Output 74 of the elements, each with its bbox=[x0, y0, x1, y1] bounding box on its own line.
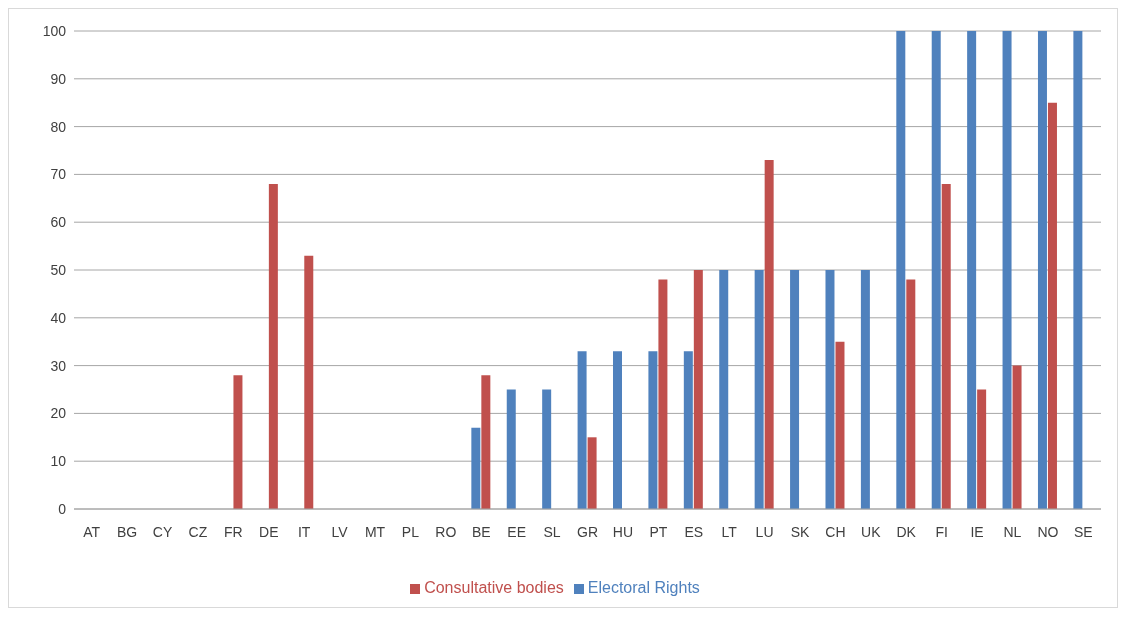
legend-label: Electoral Rights bbox=[587, 579, 700, 596]
x-tick-label: BE bbox=[471, 523, 491, 540]
x-tick-label: PT bbox=[649, 523, 668, 540]
bar bbox=[790, 270, 800, 509]
x-tick-label: UK bbox=[861, 523, 882, 540]
bar bbox=[967, 31, 977, 509]
x-tick-label: CY bbox=[152, 523, 173, 540]
y-tick-label: 60 bbox=[50, 214, 67, 231]
x-tick-label: NL bbox=[1003, 523, 1022, 540]
x-tick-label: NO bbox=[1037, 523, 1059, 540]
bar bbox=[1002, 31, 1012, 509]
x-tick-label: SK bbox=[790, 523, 810, 540]
x-tick-label: LU bbox=[755, 523, 774, 540]
x-tick-label: DE bbox=[259, 523, 279, 540]
x-tick-label: SE bbox=[1073, 523, 1093, 540]
x-tick-label: FI bbox=[935, 523, 948, 540]
bar bbox=[1037, 31, 1047, 509]
bar bbox=[304, 255, 314, 509]
y-tick-label: 80 bbox=[50, 118, 67, 135]
x-tick-label: AT bbox=[83, 523, 101, 540]
bar bbox=[587, 437, 597, 509]
bar bbox=[1073, 31, 1083, 509]
bar bbox=[977, 389, 987, 509]
y-tick-label: 50 bbox=[50, 261, 67, 278]
y-tick-label: 0 bbox=[58, 500, 67, 517]
bar bbox=[648, 351, 658, 509]
x-tick-label: IE bbox=[970, 523, 984, 540]
bar bbox=[896, 31, 906, 509]
y-tick-label: 70 bbox=[50, 166, 67, 183]
x-tick-label: PL bbox=[401, 523, 420, 540]
x-tick-label: SL bbox=[543, 523, 561, 540]
bar bbox=[719, 270, 729, 509]
bar bbox=[860, 270, 870, 509]
x-tick-label: CZ bbox=[188, 523, 208, 540]
x-tick-label: IT bbox=[297, 523, 311, 540]
y-tick-label: 90 bbox=[50, 70, 67, 87]
x-tick-label: ES bbox=[684, 523, 704, 540]
y-tick-label: 20 bbox=[50, 405, 67, 422]
x-tick-label: HU bbox=[612, 523, 634, 540]
bar bbox=[613, 351, 622, 509]
bar bbox=[658, 279, 668, 509]
x-tick-label: EE bbox=[507, 523, 527, 540]
bar bbox=[1047, 102, 1057, 509]
y-tick-label: 100 bbox=[42, 22, 67, 39]
x-tick-label: LT bbox=[721, 523, 738, 540]
x-tick-label: LV bbox=[331, 523, 349, 540]
bar bbox=[542, 389, 552, 509]
x-tick-label: RO bbox=[435, 523, 457, 540]
bar bbox=[233, 375, 243, 509]
bar bbox=[506, 389, 516, 509]
y-tick-label: 30 bbox=[50, 357, 67, 374]
x-tick-label: GR bbox=[577, 523, 598, 540]
x-tick-label: DK bbox=[896, 523, 917, 540]
x-tick-label: FR bbox=[224, 523, 243, 540]
bar bbox=[471, 427, 481, 509]
legend-label: Consultative bodies bbox=[424, 579, 564, 596]
bar bbox=[577, 351, 587, 509]
bar bbox=[825, 270, 835, 509]
bar bbox=[764, 160, 774, 509]
x-tick-label: CH bbox=[825, 523, 846, 540]
bar bbox=[683, 351, 693, 509]
bar bbox=[941, 183, 951, 509]
x-tick-label: BG bbox=[117, 523, 138, 540]
bar bbox=[1012, 365, 1022, 509]
y-tick-label: 40 bbox=[50, 309, 67, 326]
bar bbox=[481, 375, 491, 509]
x-tick-label: MT bbox=[364, 523, 386, 540]
bar bbox=[906, 279, 916, 509]
bar bbox=[693, 270, 703, 509]
bar bbox=[931, 31, 941, 509]
bar bbox=[268, 183, 278, 509]
bar bbox=[754, 270, 764, 509]
y-tick-label: 10 bbox=[50, 453, 67, 470]
bar bbox=[835, 341, 845, 509]
